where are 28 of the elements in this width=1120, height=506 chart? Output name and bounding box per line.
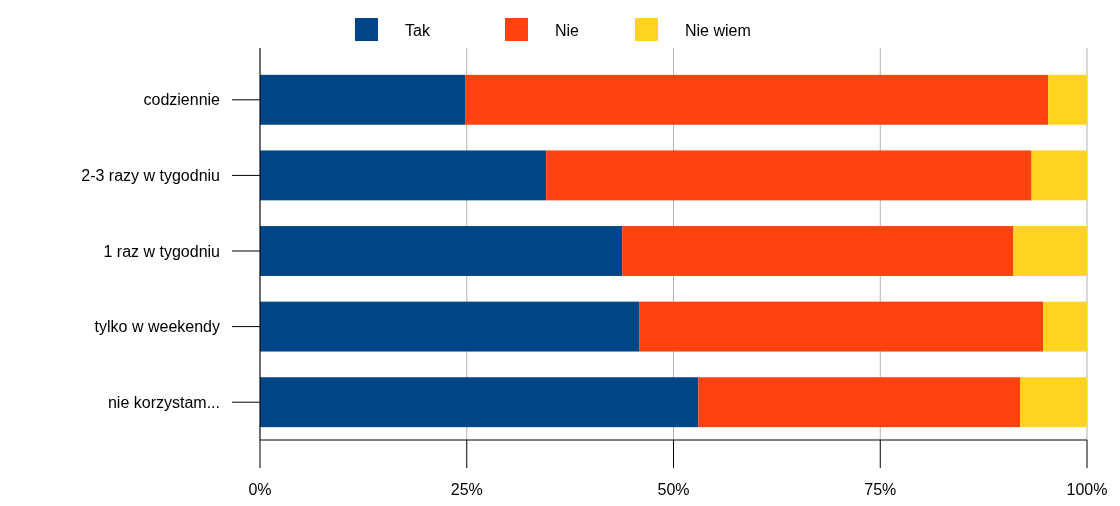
y-tick-label: tylko w weekendy — [94, 318, 220, 336]
bar — [622, 226, 1014, 276]
y-tick-label: 1 raz w tygodniu — [103, 242, 220, 260]
bar — [260, 74, 466, 125]
bar — [698, 377, 1021, 428]
bar — [260, 150, 547, 201]
bar — [465, 74, 1049, 125]
bar — [546, 150, 1032, 201]
y-tick-label: codziennie — [143, 91, 221, 109]
legend-label: Nie wiem — [685, 21, 751, 39]
bar — [1043, 301, 1087, 352]
y-tick-label: 2-3 razy w tygodniu — [81, 167, 220, 184]
bar — [1048, 74, 1087, 125]
bar — [639, 301, 1044, 352]
bar — [1013, 226, 1087, 276]
x-tick-label: 50% — [657, 481, 690, 498]
y-tick-label: nie korzystam... — [107, 393, 220, 411]
x-tick-label: 25% — [450, 481, 483, 498]
legend-label: Tak — [405, 21, 431, 39]
bar — [1031, 150, 1087, 201]
x-tick-label: 0% — [248, 481, 272, 498]
bar — [260, 226, 623, 276]
bar — [1020, 377, 1087, 428]
bar — [260, 377, 699, 428]
x-tick-label: 75% — [864, 481, 897, 498]
x-tick-label: 100% — [1066, 481, 1108, 498]
legend-label: Nie — [555, 21, 580, 39]
bar — [260, 301, 640, 352]
